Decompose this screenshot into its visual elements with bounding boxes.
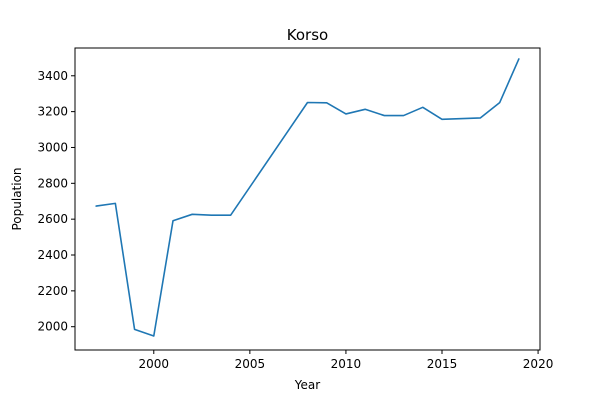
x-tick-label: 2020 (523, 357, 554, 371)
plot-frame (74, 47, 541, 351)
plot-area (95, 58, 520, 337)
y-tick-label: 2800 (37, 176, 68, 190)
population-series-line (95, 58, 520, 337)
x-tick-label: 2000 (139, 357, 170, 371)
x-tick-label: 2015 (427, 357, 458, 371)
y-axis: 2000 2200 2400 2600 2800 3000 3200 3400 (37, 69, 75, 334)
y-tick-label: 3400 (37, 69, 68, 83)
x-axis-label: Year (294, 378, 320, 392)
chart-title: Korso (287, 26, 328, 44)
y-axis-label: Population (10, 167, 24, 230)
y-tick-label: 2200 (37, 284, 68, 298)
x-tick-label: 2005 (235, 357, 266, 371)
y-tick-label: 2600 (37, 212, 68, 226)
y-tick-label: 3200 (37, 105, 68, 119)
x-tick-label: 2010 (331, 357, 362, 371)
y-tick-label: 2400 (37, 248, 68, 262)
x-axis: 2000 2005 2010 2015 2020 (139, 350, 554, 371)
y-tick-label: 2000 (37, 320, 68, 334)
y-tick-label: 3000 (37, 140, 68, 154)
